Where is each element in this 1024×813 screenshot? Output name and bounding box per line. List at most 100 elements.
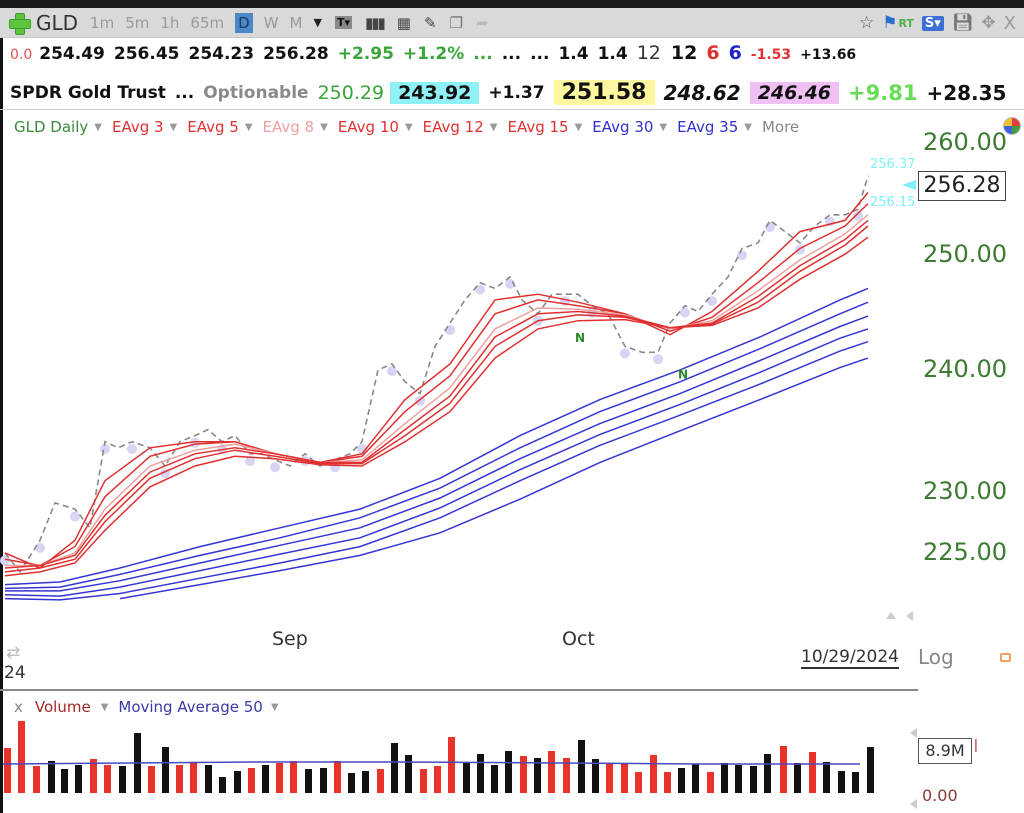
row2-value-6: 246.46 xyxy=(749,81,840,104)
legend-item-eavg-35[interactable]: EAvg 35 xyxy=(677,118,739,136)
share-arrow-icon[interactable]: ➦ xyxy=(475,13,489,32)
dropdown-arrow-icon[interactable]: ▼ xyxy=(313,16,322,29)
scroll-left-arrow-icon[interactable] xyxy=(906,611,913,621)
legend-dropdown-icon[interactable]: ▼ xyxy=(244,121,253,133)
row2-value-1: 250.29 xyxy=(317,81,385,104)
last-price-label: 256.28 xyxy=(918,171,1006,201)
close-price: 256.28 xyxy=(263,44,329,64)
last-price-arrow-icon xyxy=(902,180,916,190)
chart-legend: GLD Daily ▼ EAvg 3 ▼ EAvg 5 ▼ EAvg 8 ▼ EAvg 10 ▼ E… xyxy=(14,116,799,138)
high-price: 256.45 xyxy=(113,44,180,64)
series-eavg-5 xyxy=(4,203,869,567)
timeframe-1h[interactable]: 1h xyxy=(160,13,180,32)
open-price: 254.49 xyxy=(39,44,105,64)
legend-dropdown-icon[interactable]: ▼ xyxy=(659,121,668,133)
svg-text:N: N xyxy=(678,367,688,381)
timeframe-d[interactable]: D xyxy=(235,12,253,33)
row2-dots: ... xyxy=(174,82,195,103)
dots-1: ... xyxy=(473,44,493,64)
current-date-label: 10/29/2024 xyxy=(801,647,899,669)
volume-last-label: 8.9M xyxy=(918,738,972,764)
series-eavg-30-band xyxy=(4,287,869,586)
ma-label[interactable]: Moving Average 50 xyxy=(118,698,263,716)
optionable-label: Optionable xyxy=(203,82,309,103)
text-tool-icon[interactable]: T▾ xyxy=(334,16,352,29)
toolbar: GLD 1m 5m 1h 65m D W M ▼ T▾ ▮▮▮ ▦ ✎ ❐ ➦ … xyxy=(0,8,1024,38)
folder-icon[interactable]: ❐ xyxy=(449,13,463,32)
timeframe-1m[interactable]: 1m xyxy=(90,13,115,32)
x-tick-sep: Sep xyxy=(272,628,308,650)
value-3: 12 xyxy=(636,42,661,64)
palette-icon[interactable] xyxy=(1003,117,1021,135)
close-icon[interactable]: X xyxy=(1003,12,1016,34)
ask-price: 256.15 xyxy=(870,195,916,210)
pencil-icon[interactable]: ✎ xyxy=(423,13,437,32)
dots-3: ... xyxy=(530,44,550,64)
volume-dropdown-icon[interactable]: ▼ xyxy=(100,701,109,713)
timeframe-5m[interactable]: 5m xyxy=(125,13,150,32)
vol-tick-mark: ǀ xyxy=(974,738,978,753)
y-tick-260: 260.00 xyxy=(923,128,1007,156)
flag-icon[interactable]: ⚑ xyxy=(882,13,898,33)
price-change-pct: +1.2% xyxy=(402,44,465,64)
resize-arrows-icon[interactable]: ⇄ xyxy=(6,643,21,663)
legend-dropdown-icon[interactable]: ▼ xyxy=(744,121,752,133)
window-top-border xyxy=(0,0,1024,8)
legend-dropdown-icon[interactable]: ▼ xyxy=(169,121,178,133)
lock-icon[interactable] xyxy=(1000,653,1011,662)
value-6: 6 xyxy=(728,42,742,64)
legend-dropdown-icon[interactable]: ▼ xyxy=(94,121,102,133)
legend-item-eavg-3[interactable]: EAvg 3 xyxy=(111,118,164,136)
x-tick-oct: Oct xyxy=(562,628,595,650)
ma-dropdown-icon[interactable]: ▼ xyxy=(270,701,279,713)
row2-value-4: 251.58 xyxy=(553,80,655,105)
save-icon[interactable]: 💾︎ xyxy=(951,13,974,33)
legend-item-eavg-15[interactable]: EAvg 15 xyxy=(507,118,569,136)
volume-label[interactable]: Volume xyxy=(34,698,91,716)
move-icon[interactable]: ✥ xyxy=(981,13,996,33)
legend-dropdown-icon[interactable]: ▼ xyxy=(489,121,498,133)
series-eavg-15 xyxy=(4,236,869,577)
add-grid-icon[interactable]: ▦ xyxy=(396,13,411,32)
bid-price: 256.37 xyxy=(870,157,916,172)
legend-more-button[interactable]: More xyxy=(761,118,800,136)
timeframe-65m[interactable]: 65m xyxy=(190,13,225,32)
value-4: 12 xyxy=(670,42,698,64)
pane-divider[interactable] xyxy=(0,689,918,691)
timeframe-w[interactable]: W xyxy=(263,13,279,32)
dots-2: ... xyxy=(501,44,522,64)
vol-up-arrow-icon xyxy=(910,728,917,738)
symbol-label[interactable]: GLD xyxy=(36,10,79,35)
vol-zero-arrow-icon xyxy=(910,799,917,809)
legend-item-eavg-10[interactable]: EAvg 10 xyxy=(337,118,399,136)
legend-item-gld-daily[interactable]: GLD Daily xyxy=(14,118,89,136)
s-dropdown-icon[interactable]: S▾ xyxy=(921,15,944,31)
window-left-border xyxy=(0,38,3,813)
close-volume-pane-icon[interactable]: x xyxy=(14,698,23,716)
rt-icon[interactable]: RT xyxy=(898,16,914,30)
value-2: 1.4 xyxy=(597,44,628,64)
legend-dropdown-icon[interactable]: ▼ xyxy=(404,121,413,133)
legend-dropdown-icon[interactable]: ▼ xyxy=(574,121,583,133)
add-plus-icon[interactable] xyxy=(8,12,31,35)
scroll-up-arrow-icon[interactable] xyxy=(886,612,896,619)
series-eavg-b4 xyxy=(4,328,869,597)
bar-chart-icon[interactable]: ▮▮▮ xyxy=(364,13,386,32)
legend-item-eavg-8[interactable]: EAvg 8 xyxy=(262,118,315,136)
log-scale-toggle[interactable]: Log xyxy=(918,645,954,669)
y-tick-240: 240.00 xyxy=(923,355,1007,383)
value-5: 6 xyxy=(706,42,720,64)
star-icon[interactable]: ☆ xyxy=(858,13,875,33)
series-eavg-b3 xyxy=(5,315,869,592)
timeframe-m[interactable]: M xyxy=(289,13,303,32)
legend-dropdown-icon[interactable]: ▼ xyxy=(320,121,328,133)
value-7: -1.53 xyxy=(750,47,792,63)
legend-item-eavg-30[interactable]: EAvg 30 xyxy=(592,118,654,136)
legend-item-eavg-5[interactable]: EAvg 5 xyxy=(187,118,239,136)
legend-item-eavg-12[interactable]: EAvg 12 xyxy=(422,118,484,136)
svg-text:N: N xyxy=(575,331,585,345)
quote-row-2: SPDR Gold Trust ... Optionable 250.29 24… xyxy=(0,76,1024,110)
row2-value-3: +1.37 xyxy=(488,82,545,103)
